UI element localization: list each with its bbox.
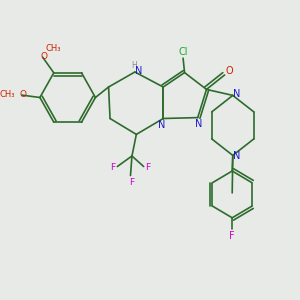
Text: CH₃: CH₃: [45, 44, 61, 53]
Text: N: N: [233, 89, 241, 99]
Text: F: F: [230, 231, 235, 241]
Text: N: N: [196, 118, 203, 129]
Text: N: N: [158, 119, 166, 130]
Text: O: O: [225, 66, 233, 76]
Text: N: N: [135, 65, 142, 76]
Text: N: N: [233, 151, 241, 161]
Text: H: H: [131, 61, 137, 70]
Text: O: O: [19, 90, 26, 99]
Text: F: F: [146, 163, 151, 172]
Text: O: O: [40, 52, 47, 61]
Text: F: F: [129, 178, 134, 187]
Text: F: F: [110, 163, 116, 172]
Text: CH₃: CH₃: [0, 90, 16, 99]
Text: Cl: Cl: [179, 46, 188, 57]
